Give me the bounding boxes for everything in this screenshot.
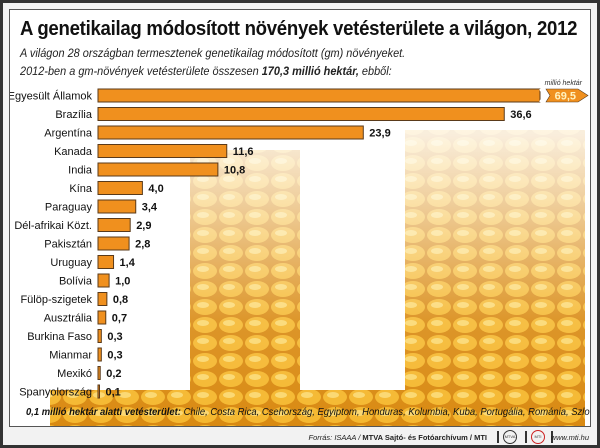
value-label: 1,0 <box>115 276 130 288</box>
value-label: 10,8 <box>224 165 245 177</box>
bar <box>97 273 110 288</box>
value-label: 0,8 <box>113 294 128 306</box>
bar <box>97 329 102 343</box>
value-label: 0,3 <box>107 350 122 362</box>
axis-break-mark <box>539 88 546 103</box>
source-agency: MTVA Sajtó- és Fotóarchívum / MTI <box>362 433 487 442</box>
chart-title: A genetikailag módosított növények vetés… <box>20 18 578 40</box>
category-label: Mianmar <box>49 350 92 362</box>
unit-label: millió hektár <box>545 80 583 87</box>
subtitle-suffix: ebből: <box>358 66 392 78</box>
category-label: Fülöp-szigetek <box>20 294 92 306</box>
category-label: Spanyolország <box>19 387 92 399</box>
subtitle-line-1: A világon 28 országban termesztenek gene… <box>20 48 406 60</box>
value-label: 3,4 <box>142 202 158 214</box>
bar <box>97 236 130 251</box>
footnote-countries: Chile, Costa Rica, Csehország, Egyiptom,… <box>183 406 590 418</box>
bar <box>97 384 100 399</box>
footnote-label: 0,1 millió hektár alatti vetésterület: <box>26 406 181 418</box>
value-label: 4,0 <box>148 183 163 195</box>
value-label: 2,8 <box>135 239 150 251</box>
bar <box>97 218 131 232</box>
subtitle-text: 2012-ben a gm-növények vetésterülete öss… <box>20 66 262 78</box>
value-label: 0,1 <box>106 387 121 399</box>
bar <box>97 255 115 269</box>
footer: Forrás: ISAAA / MTVA Sajtó- és Fotóarchí… <box>3 429 597 445</box>
category-label: Pakisztán <box>44 239 92 251</box>
value-label: 2,9 <box>136 220 151 232</box>
bar <box>97 88 541 103</box>
bar <box>97 292 108 306</box>
category-label: Bolívia <box>59 276 93 288</box>
mti-logo-icon: MTI <box>531 430 545 444</box>
value-label: 36,6 <box>510 109 531 121</box>
bar <box>97 125 364 140</box>
value-label: 0,2 <box>106 368 121 380</box>
value-label: 0,7 <box>112 313 127 325</box>
value-label: 1,4 <box>120 257 136 269</box>
footer-divider <box>551 431 553 443</box>
bar <box>97 144 228 158</box>
bar <box>97 199 137 214</box>
bar <box>97 181 143 195</box>
mtva-logo-icon: MTVA <box>503 430 517 444</box>
website-link[interactable]: www.mti.hu <box>550 433 589 442</box>
bar <box>97 107 505 121</box>
subtitle-total: 170,3 millió hektár, <box>261 66 359 78</box>
subtitle-line-2: 2012-ben a gm-növények vetésterülete öss… <box>20 66 392 78</box>
bar <box>97 366 101 380</box>
value-label: 69,5 <box>555 91 576 103</box>
category-label: Uruguay <box>50 257 92 269</box>
category-label: Ausztrália <box>44 313 93 325</box>
bar <box>97 347 102 362</box>
bar-chart: Egyesült Államok 69,5 millió hektár Brazíli… <box>10 80 589 399</box>
footer-divider <box>497 431 499 443</box>
footnote: 0,1 millió hektár alatti vetésterület: C… <box>26 406 590 418</box>
category-label: Paraguay <box>45 202 93 214</box>
category-label: Mexikó <box>57 368 92 380</box>
category-label: Burkina Faso <box>27 331 92 343</box>
category-label: India <box>68 165 93 177</box>
category-label: Kanada <box>54 146 93 158</box>
source-credit: Forrás: ISAAA / MTVA Sajtó- és Fotóarchí… <box>309 433 488 442</box>
footer-divider <box>525 431 527 443</box>
category-label: Brazília <box>55 109 93 121</box>
bar <box>97 310 107 325</box>
category-label: Dél-afrikai Közt. <box>14 220 92 232</box>
value-label: 23,9 <box>369 128 390 140</box>
bar <box>97 162 219 177</box>
value-label: 11,6 <box>233 146 254 158</box>
source-text: Forrás: ISAAA / <box>308 433 363 442</box>
category-label: Kína <box>69 183 93 195</box>
bar-break-arrow <box>545 88 589 103</box>
value-label: 0,3 <box>107 331 122 343</box>
category-label: Egyesült Államok <box>10 90 92 103</box>
chart-panel: A genetikailag módosított növények vetés… <box>9 9 591 427</box>
category-label: Argentína <box>44 128 93 140</box>
